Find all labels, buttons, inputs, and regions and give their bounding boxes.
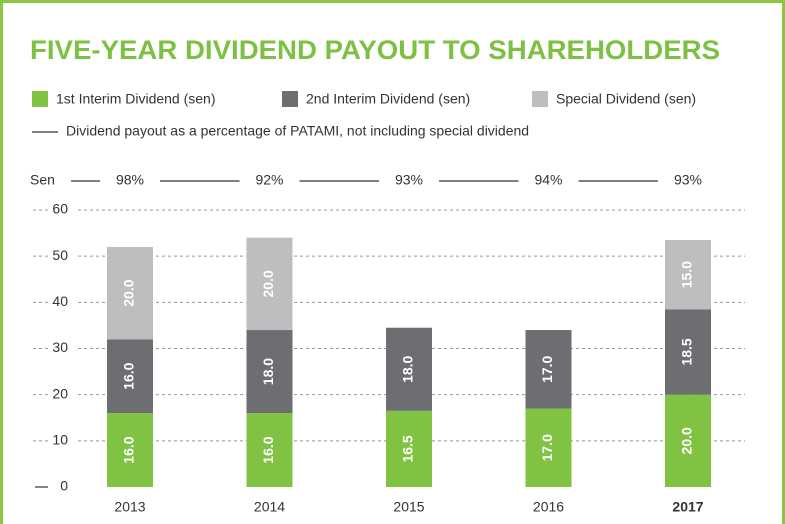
value-label: 18.5 <box>679 338 695 365</box>
x-tick-label: 2013 <box>114 499 145 515</box>
bar-segment <box>246 330 293 414</box>
value-label: 16.0 <box>121 362 137 389</box>
x-tick-label: 2015 <box>393 499 424 515</box>
value-label: 17.0 <box>539 355 555 382</box>
payout-label: 93% <box>674 172 702 188</box>
x-tick-label: 2016 <box>533 499 564 515</box>
legend-label: 1st Interim Dividend (sen) <box>56 91 216 107</box>
bar-segment <box>665 309 711 395</box>
y-tick-label: 30 <box>52 339 68 355</box>
value-label: 20.0 <box>121 279 137 306</box>
y-tick-label: 10 <box>52 432 68 448</box>
value-label: 16.5 <box>400 435 416 462</box>
value-label: 20.0 <box>679 427 695 454</box>
value-label: 16.0 <box>121 436 137 463</box>
payout-label: 94% <box>534 172 562 188</box>
bar-segment <box>107 246 153 340</box>
bar-segment <box>525 330 572 409</box>
legend-label: Dividend payout as a percentage of PATAM… <box>66 123 529 139</box>
payout-label: 98% <box>116 172 144 188</box>
payout-label: 93% <box>395 172 423 188</box>
x-tick-label: 2017 <box>672 499 703 515</box>
x-tick-label: 2014 <box>254 499 285 515</box>
legend-swatch <box>282 91 298 107</box>
bar-segment <box>107 339 153 414</box>
payout-label: 92% <box>255 172 283 188</box>
y-tick-label: 20 <box>52 385 68 401</box>
bar-segment <box>246 237 293 331</box>
value-label: 15.0 <box>679 261 695 288</box>
bar-segment <box>386 410 432 487</box>
y-tick-label: 40 <box>52 293 68 309</box>
value-label: 18.0 <box>260 358 276 385</box>
legend-label: Special Dividend (sen) <box>556 91 696 107</box>
bar-segment <box>665 394 711 487</box>
y-tick-label: 0 <box>60 478 68 494</box>
value-label: 16.0 <box>260 436 276 463</box>
legend-swatch <box>532 91 548 107</box>
y-tick-label: 50 <box>52 247 68 263</box>
bar-segment <box>107 413 153 487</box>
bar-segment <box>246 413 293 487</box>
bar-segment <box>665 240 711 310</box>
value-label: 17.0 <box>539 434 555 461</box>
legend-label: 2nd Interim Dividend (sen) <box>306 91 470 107</box>
value-label: 20.0 <box>260 270 276 297</box>
value-label: 18.0 <box>400 355 416 382</box>
y-tick-label: 60 <box>52 201 68 217</box>
y-axis-label: Sen <box>30 172 55 188</box>
legend-swatch <box>32 91 48 107</box>
bar-segment <box>525 408 572 487</box>
chart-title: FIVE-YEAR DIVIDEND PAYOUT TO SHAREHOLDER… <box>30 35 720 65</box>
bar-segment <box>386 327 432 411</box>
